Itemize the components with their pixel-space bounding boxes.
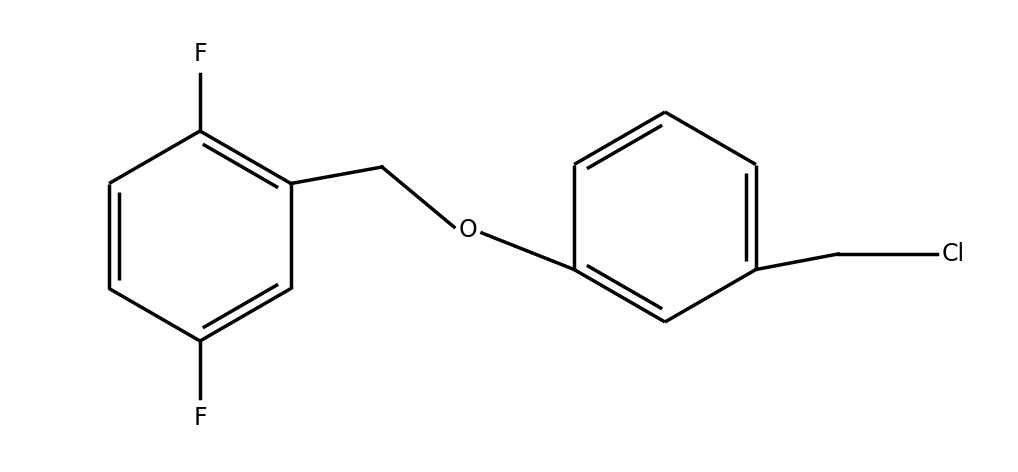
- Text: F: F: [193, 406, 207, 430]
- Text: F: F: [193, 42, 207, 66]
- Text: O: O: [459, 218, 477, 242]
- Text: Cl: Cl: [942, 242, 965, 266]
